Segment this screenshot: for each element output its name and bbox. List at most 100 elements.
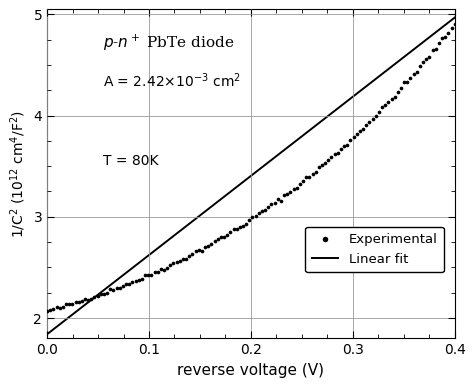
Point bbox=[50, 306, 57, 312]
Point bbox=[204, 243, 212, 249]
Point bbox=[128, 278, 136, 284]
Point bbox=[413, 69, 420, 75]
Point bbox=[394, 89, 401, 95]
Point bbox=[246, 217, 253, 223]
Point bbox=[122, 281, 130, 288]
Point bbox=[315, 164, 323, 171]
Point bbox=[69, 301, 76, 307]
Point bbox=[401, 80, 408, 86]
Text: A = 2.42$\times$10$^{-3}$ cm$^2$: A = 2.42$\times$10$^{-3}$ cm$^2$ bbox=[103, 71, 241, 90]
Point bbox=[334, 149, 342, 156]
Point bbox=[375, 108, 383, 115]
Point bbox=[97, 291, 105, 297]
Point bbox=[208, 241, 215, 247]
Point bbox=[280, 192, 288, 198]
Point bbox=[384, 99, 392, 105]
Point bbox=[75, 299, 82, 305]
Point bbox=[170, 260, 177, 266]
Point bbox=[331, 151, 338, 157]
Point bbox=[78, 298, 86, 304]
Point bbox=[365, 119, 373, 125]
Point bbox=[410, 71, 418, 77]
Point bbox=[299, 178, 307, 184]
Y-axis label: 1/C$^2$ (10$^{12}$ cm$^4$/F$^2$): 1/C$^2$ (10$^{12}$ cm$^4$/F$^2$) bbox=[9, 110, 28, 238]
Point bbox=[258, 208, 266, 215]
Point bbox=[166, 262, 174, 268]
Text: $p$-$n^+$ PbTe diode: $p$-$n^+$ PbTe diode bbox=[103, 32, 235, 53]
Point bbox=[369, 116, 376, 122]
Point bbox=[346, 137, 354, 143]
Point bbox=[261, 207, 269, 213]
Point bbox=[113, 285, 120, 291]
Point bbox=[107, 286, 114, 292]
Point bbox=[138, 276, 146, 282]
Point bbox=[363, 122, 370, 129]
Point bbox=[340, 143, 348, 149]
Point bbox=[283, 190, 291, 196]
Point bbox=[372, 112, 380, 119]
Point bbox=[337, 146, 345, 152]
Point bbox=[309, 171, 316, 178]
Point bbox=[451, 21, 458, 27]
Point bbox=[230, 226, 237, 232]
Point bbox=[53, 304, 60, 310]
Point bbox=[43, 308, 51, 314]
Point bbox=[388, 96, 395, 102]
Point bbox=[100, 291, 108, 297]
Point bbox=[356, 128, 364, 134]
Point bbox=[432, 46, 439, 52]
Point bbox=[91, 294, 98, 300]
Point bbox=[382, 102, 389, 108]
Point bbox=[252, 213, 259, 219]
Point bbox=[403, 78, 411, 85]
Point bbox=[160, 267, 168, 273]
Point bbox=[147, 272, 155, 278]
Point bbox=[233, 226, 240, 232]
Point bbox=[157, 266, 164, 273]
Point bbox=[84, 297, 92, 303]
Point bbox=[211, 238, 219, 244]
Point bbox=[214, 236, 221, 242]
Point bbox=[429, 47, 437, 53]
Point bbox=[416, 63, 424, 69]
Point bbox=[176, 257, 183, 264]
Point bbox=[126, 281, 133, 288]
Point bbox=[164, 265, 171, 271]
Point bbox=[293, 185, 301, 191]
Point bbox=[192, 248, 200, 254]
Point bbox=[65, 301, 73, 307]
Point bbox=[119, 283, 127, 290]
Point bbox=[227, 229, 234, 235]
Point bbox=[274, 196, 282, 202]
Point bbox=[448, 25, 456, 31]
Point bbox=[419, 59, 427, 66]
Point bbox=[239, 222, 247, 229]
Point bbox=[182, 256, 190, 262]
Point bbox=[94, 293, 101, 299]
Point bbox=[217, 234, 225, 240]
Point bbox=[154, 269, 162, 275]
Legend: Experimental, Linear fit: Experimental, Linear fit bbox=[305, 227, 444, 273]
Point bbox=[141, 272, 149, 278]
Point bbox=[255, 210, 263, 216]
Point bbox=[189, 251, 196, 257]
Point bbox=[249, 214, 256, 220]
Point bbox=[445, 30, 452, 36]
Point bbox=[72, 299, 79, 305]
Text: T = 80K: T = 80K bbox=[103, 154, 159, 168]
Point bbox=[109, 286, 117, 293]
X-axis label: reverse voltage (V): reverse voltage (V) bbox=[177, 363, 324, 378]
Point bbox=[46, 307, 54, 313]
Point bbox=[173, 259, 181, 265]
Point bbox=[236, 223, 244, 230]
Point bbox=[242, 220, 250, 227]
Point bbox=[325, 157, 332, 163]
Point bbox=[277, 198, 285, 204]
Point bbox=[328, 154, 335, 161]
Point bbox=[296, 181, 304, 187]
Point bbox=[350, 134, 357, 140]
Point bbox=[378, 104, 386, 110]
Point bbox=[185, 253, 193, 259]
Point bbox=[151, 269, 158, 275]
Point bbox=[145, 272, 152, 278]
